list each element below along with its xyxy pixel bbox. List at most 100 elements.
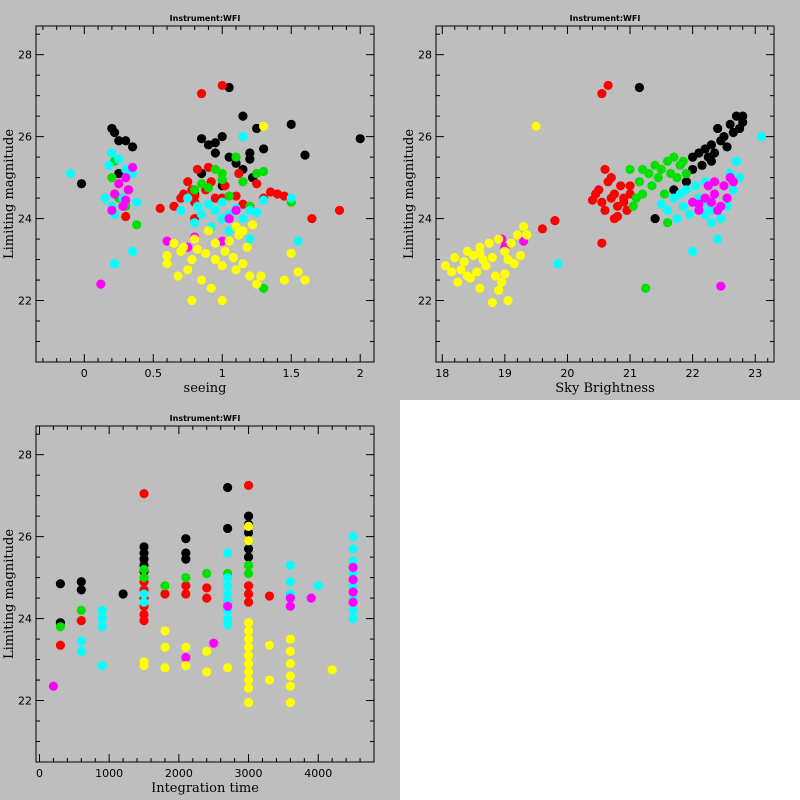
data-point — [348, 587, 358, 597]
data-point — [264, 640, 275, 650]
data-point — [76, 636, 86, 646]
y-tick-label: 26 — [18, 531, 32, 544]
data-point — [497, 277, 507, 287]
data-point — [223, 663, 233, 673]
chart-panel-1: 0 0.5 1 1.5 222242628Instrument:WFIseeingLim… — [0, 0, 400, 400]
data-point — [139, 661, 149, 671]
data-point — [245, 234, 255, 244]
data-point — [190, 185, 200, 195]
data-point — [217, 261, 227, 271]
data-point — [672, 173, 682, 183]
data-point — [243, 597, 254, 607]
data-point — [155, 203, 165, 213]
data-point — [348, 575, 358, 585]
data-point — [348, 597, 358, 607]
data-point — [104, 160, 114, 170]
x-tick-label: 0 — [36, 767, 43, 780]
data-point — [462, 271, 472, 281]
data-point — [725, 119, 735, 129]
data-point — [210, 164, 220, 175]
data-point — [181, 554, 191, 564]
data-point — [224, 152, 234, 162]
data-point — [217, 295, 227, 306]
data-point — [243, 536, 254, 546]
data-point — [139, 489, 149, 499]
x-tick-label: 22 — [686, 367, 700, 380]
data-point — [121, 195, 131, 205]
data-point — [456, 265, 466, 275]
data-point — [252, 123, 262, 134]
data-point — [127, 246, 138, 256]
data-point — [107, 173, 117, 183]
y-tick-label: 24 — [418, 213, 432, 226]
data-point — [139, 589, 149, 599]
data-point — [306, 593, 316, 603]
data-point — [192, 201, 203, 211]
data-point — [243, 589, 254, 599]
data-point — [127, 162, 138, 172]
data-point — [728, 185, 738, 195]
data-point — [238, 259, 248, 269]
data-point — [203, 199, 214, 209]
data-point — [114, 154, 124, 164]
data-point — [243, 581, 254, 591]
scatter-points — [440, 80, 767, 308]
data-point — [313, 581, 323, 591]
data-point — [107, 148, 117, 158]
data-point — [210, 148, 220, 158]
data-point — [619, 197, 629, 207]
data-point — [121, 211, 131, 222]
data-point — [264, 591, 275, 601]
data-point — [160, 663, 170, 673]
data-point — [706, 140, 717, 150]
data-point — [231, 191, 241, 201]
data-point — [132, 220, 142, 230]
data-point — [224, 236, 234, 246]
data-point — [355, 134, 365, 144]
data-point — [202, 667, 212, 677]
data-point — [196, 275, 207, 285]
data-point — [234, 168, 244, 179]
data-point — [662, 218, 673, 228]
data-point — [192, 244, 203, 254]
data-point — [603, 80, 613, 91]
data-point — [114, 179, 124, 189]
data-point — [243, 659, 254, 669]
x-tick-label: 21 — [623, 367, 637, 380]
data-point — [264, 675, 275, 685]
data-point — [459, 257, 469, 267]
data-point — [500, 246, 510, 256]
data-point — [107, 205, 117, 215]
data-point — [481, 261, 491, 271]
data-point — [160, 589, 170, 599]
data-point — [243, 552, 254, 562]
chart-panel-3: 0 1000 2000 3000 4000 22 24 26 28 Instrument:WFI I… — [0, 400, 400, 800]
data-point — [65, 168, 76, 179]
data-point — [684, 209, 695, 220]
data-point — [196, 209, 207, 220]
data-point — [231, 152, 241, 162]
data-point — [181, 652, 191, 663]
data-point — [55, 640, 65, 650]
data-point — [243, 675, 254, 685]
x-tick-label: 1 — [219, 367, 226, 380]
data-point — [238, 111, 248, 121]
data-point — [231, 265, 241, 275]
data-point — [118, 589, 128, 599]
data-point — [475, 248, 485, 259]
y-tick-label: 28 — [18, 449, 32, 462]
data-point — [127, 142, 138, 152]
data-point — [348, 605, 358, 615]
x-tick-label: 2 — [357, 367, 364, 380]
data-point — [217, 213, 227, 224]
data-point — [659, 189, 670, 199]
data-point — [114, 136, 124, 146]
data-point — [169, 201, 179, 211]
data-point — [307, 213, 317, 224]
data-point — [224, 226, 234, 236]
chart-title: Instrument:WFI — [570, 14, 641, 23]
data-point — [242, 242, 252, 252]
data-point — [625, 181, 635, 191]
data-point — [597, 197, 607, 207]
data-point — [493, 234, 504, 244]
